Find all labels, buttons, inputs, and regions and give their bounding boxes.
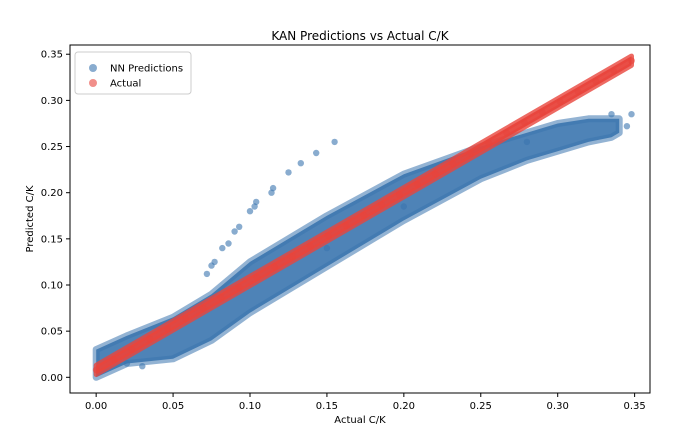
actual-point <box>574 88 582 95</box>
nn-prediction-point <box>251 203 258 210</box>
actual-point <box>431 170 439 178</box>
actual-point <box>306 242 314 250</box>
actual-point <box>521 119 528 126</box>
nn-prediction-point <box>285 169 292 176</box>
nn-predictions-cloud <box>92 115 623 381</box>
actual-point <box>271 263 278 271</box>
x-tick-label: 0.20 <box>393 401 415 412</box>
nn-prediction-point <box>628 111 635 118</box>
y-tick-label: 0.00 <box>41 373 63 384</box>
actual-point <box>467 150 475 157</box>
y-tick-label: 0.35 <box>41 50 63 61</box>
x-tick-label: 0.25 <box>470 401 492 412</box>
actual-point <box>485 139 493 147</box>
actual-point <box>217 294 225 302</box>
chart-title: KAN Predictions vs Actual C/K <box>271 29 449 43</box>
actual-point <box>182 315 189 322</box>
actual-point <box>610 67 618 75</box>
nn-prediction-point <box>225 240 232 247</box>
actual-point <box>324 232 332 240</box>
x-tick-label: 0.15 <box>316 401 338 412</box>
y-tick-label: 0.05 <box>41 327 63 338</box>
y-tick-label: 0.20 <box>41 188 63 199</box>
actual-point <box>556 98 564 106</box>
actual-point <box>235 284 243 291</box>
actual-point <box>128 345 136 353</box>
nn-prediction-point <box>323 244 331 252</box>
actual-point <box>396 191 403 199</box>
nn-prediction-point <box>523 138 531 146</box>
y-tick-label: 0.10 <box>41 281 63 292</box>
legend-frame <box>74 51 192 95</box>
actual-point <box>92 366 100 374</box>
nn-prediction-point <box>268 189 275 196</box>
actual-point <box>414 181 421 188</box>
actual-point <box>628 57 635 65</box>
actual-point <box>592 77 600 85</box>
nn-prediction-point <box>208 262 215 269</box>
x-tick-label: 0.35 <box>623 401 645 412</box>
actual-point <box>164 325 171 333</box>
actual-point <box>199 304 207 312</box>
nn-prediction-point <box>231 228 238 235</box>
nn-prediction-point <box>400 203 407 210</box>
legend: NN Predictions Actual <box>74 51 192 95</box>
legend-label-actual: Actual <box>110 79 141 90</box>
nn-prediction-point <box>139 363 146 370</box>
nn-prediction-point <box>246 208 254 215</box>
nn-predictions-points <box>123 111 635 370</box>
actual-point <box>289 253 296 260</box>
actual-point <box>110 356 118 363</box>
actual-points <box>92 57 635 374</box>
actual-point <box>253 273 261 281</box>
nn-prediction-point <box>123 360 131 367</box>
y-tick-label: 0.25 <box>41 142 63 153</box>
x-tick-label: 0.30 <box>547 401 569 412</box>
y-axis: 0.00 0.05 0.10 0.15 0.20 0.25 0.30 0.35 <box>41 50 70 384</box>
actual-point <box>503 129 510 137</box>
actual-point <box>146 335 154 343</box>
y-tick-label: 0.30 <box>41 96 63 107</box>
x-tick-label: 0.00 <box>85 401 107 412</box>
y-axis-label: Predicted C/K <box>25 185 36 252</box>
actual-point <box>360 211 368 219</box>
x-tick-label: 0.05 <box>162 401 184 412</box>
nn-prediction-point <box>297 160 304 167</box>
nn-prediction-point <box>331 138 338 146</box>
actual-point <box>538 108 546 116</box>
legend-marker-actual <box>89 79 97 87</box>
nn-prediction-point <box>203 270 211 278</box>
nn-prediction-point <box>236 223 243 230</box>
actual-point <box>449 160 457 168</box>
plot-area <box>92 53 635 381</box>
actual-point <box>342 222 350 230</box>
plot-frame <box>69 44 651 394</box>
x-tick-label: 0.10 <box>239 401 261 412</box>
nn-prediction-point <box>623 123 631 130</box>
nn-prediction-point <box>313 149 320 157</box>
legend-marker-nn-predictions <box>89 64 97 72</box>
nn-prediction-point <box>608 111 615 118</box>
x-axis: 0.00 0.05 0.10 0.15 0.20 0.25 0.30 0.35 <box>85 393 646 412</box>
legend-label-nn-predictions: NN Predictions <box>110 64 183 75</box>
x-axis-label: Actual C/K <box>334 415 386 426</box>
actual-point <box>378 201 386 209</box>
y-tick-label: 0.15 <box>41 234 63 245</box>
nn-prediction-point <box>219 244 226 252</box>
